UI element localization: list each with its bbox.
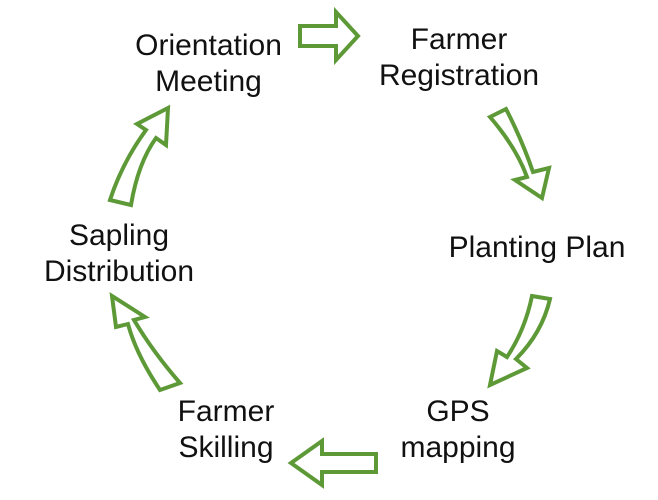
step-line-1: Farmer xyxy=(410,23,508,56)
step-line-2: Distribution xyxy=(43,255,195,288)
step-line-2: mapping xyxy=(400,431,516,464)
step-farmer-skilling: Farmer Skilling xyxy=(155,394,297,466)
arrow-up-right-icon xyxy=(107,104,171,208)
step-line-2: Meeting xyxy=(155,65,262,98)
step-line-1: Planting Plan xyxy=(448,231,626,264)
step-gps-mapping: GPS mapping xyxy=(378,394,538,466)
arrow-down-left-icon xyxy=(487,293,553,389)
arrow-left-icon xyxy=(287,437,378,489)
step-line-1: Sapling xyxy=(68,219,170,252)
step-farmer-registration: Farmer Registration xyxy=(353,22,565,94)
arrow-up-left-icon xyxy=(109,292,184,393)
step-line-1: GPS xyxy=(426,395,490,428)
step-orientation-meeting: Orientation Meeting xyxy=(106,28,311,100)
step-line-1: Farmer xyxy=(177,395,275,428)
step-line-1: Orientation xyxy=(135,29,282,62)
step-planting-plan: Planting Plan xyxy=(424,230,650,266)
step-line-2: Skilling xyxy=(178,431,274,464)
step-sapling-distribution: Sapling Distribution xyxy=(18,218,220,290)
step-line-2: Registration xyxy=(378,59,540,92)
arrow-down-right-icon xyxy=(486,106,552,202)
arrow-right-icon xyxy=(298,6,361,66)
